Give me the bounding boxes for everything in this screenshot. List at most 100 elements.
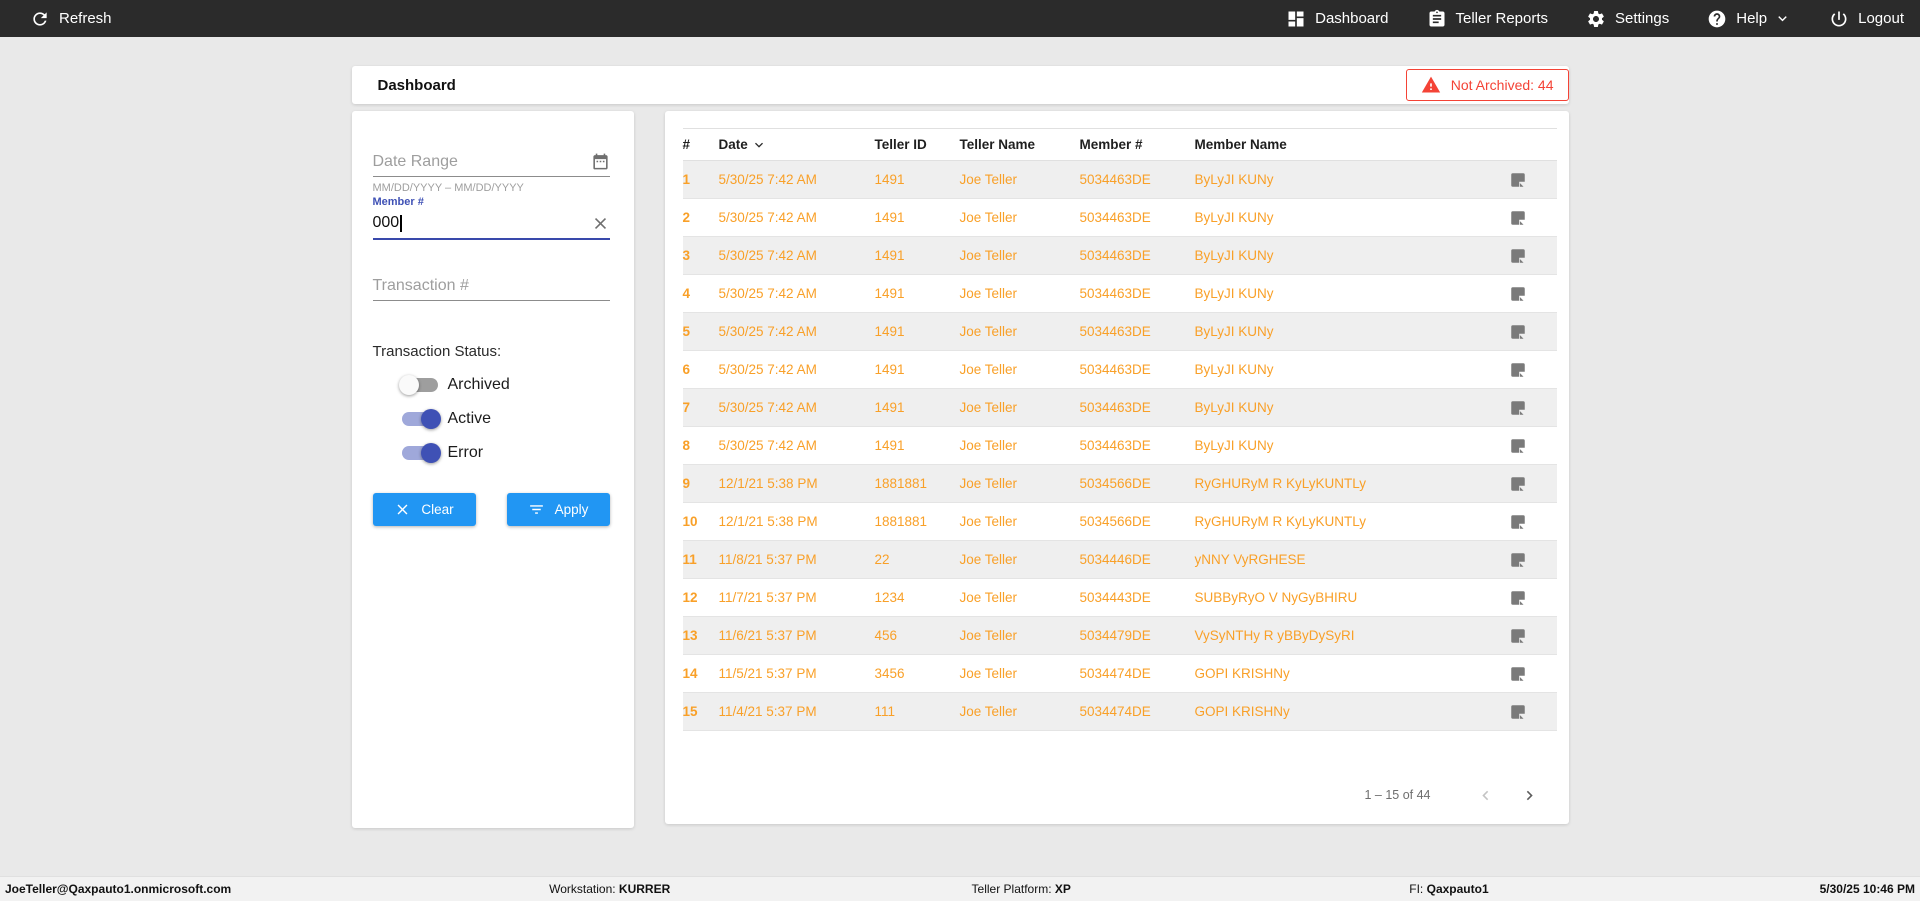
note-icon[interactable] <box>1509 209 1527 227</box>
table-row[interactable]: 14 11/5/21 5:37 PM 3456 Joe Teller 50344… <box>682 655 1557 693</box>
row-member-name: ByLyJI KUNy <box>1194 438 1274 453</box>
table-row[interactable]: 2 5/30/25 7:42 AM 1491 Joe Teller 503446… <box>682 199 1557 237</box>
table-row[interactable]: 13 11/6/21 5:37 PM 456 Joe Teller 503447… <box>682 617 1557 655</box>
note-icon[interactable] <box>1509 437 1527 455</box>
row-index: 14 <box>682 666 698 681</box>
row-teller-name: Joe Teller <box>959 666 1018 681</box>
status-toggle[interactable]: Archived <box>373 368 610 402</box>
row-teller-id: 1881881 <box>874 514 928 529</box>
note-icon[interactable] <box>1509 665 1527 683</box>
table-row[interactable]: 3 5/30/25 7:42 AM 1491 Joe Teller 503446… <box>682 237 1557 275</box>
toggle-switch[interactable] <box>401 409 441 429</box>
nav-dashboard[interactable]: Dashboard <box>1286 9 1389 29</box>
note-icon[interactable] <box>1509 703 1527 721</box>
row-index: 10 <box>682 514 698 529</box>
not-archived-badge[interactable]: Not Archived: 44 <box>1405 69 1569 101</box>
row-teller-id: 1881881 <box>874 476 928 491</box>
note-icon[interactable] <box>1509 323 1527 341</box>
row-member-number: 5034463DE <box>1079 210 1151 225</box>
row-member-name: yNNY VyRGHESE <box>1194 552 1306 567</box>
column-member-number: Member # <box>1079 137 1143 152</box>
row-teller-id: 3456 <box>874 666 905 681</box>
member-number-value: 000 <box>372 214 400 231</box>
row-date: 5/30/25 7:42 AM <box>718 324 817 339</box>
clear-button[interactable]: Clear <box>372 493 476 526</box>
nav-dashboard-label: Dashboard <box>1315 10 1389 27</box>
column-teller-id: Teller ID <box>874 137 927 152</box>
table-row[interactable]: 15 11/4/21 5:37 PM 111 Joe Teller 503447… <box>682 693 1557 731</box>
row-index: 5 <box>682 324 691 339</box>
row-index: 13 <box>682 628 698 643</box>
table-row[interactable]: 8 5/30/25 7:42 AM 1491 Joe Teller 503446… <box>682 427 1557 465</box>
nav-teller-reports[interactable]: Teller Reports <box>1427 9 1548 29</box>
note-icon[interactable] <box>1509 399 1527 417</box>
row-date: 11/6/21 5:37 PM <box>718 628 817 643</box>
row-member-name: ByLyJI KUNy <box>1194 172 1274 187</box>
toggle-switch[interactable] <box>401 443 441 463</box>
teller-platform-info: Teller Platform: XP <box>972 882 1071 896</box>
row-teller-name: Joe Teller <box>959 514 1018 529</box>
date-range-field[interactable]: Date Range <box>372 147 610 177</box>
note-icon[interactable] <box>1509 627 1527 645</box>
table-row[interactable]: 4 5/30/25 7:42 AM 1491 Joe Teller 503446… <box>682 275 1557 313</box>
row-date: 11/7/21 5:37 PM <box>718 590 817 605</box>
row-member-number: 5034463DE <box>1079 362 1151 377</box>
transaction-number-placeholder: Transaction # <box>372 276 469 294</box>
status-toggle[interactable]: Error <box>373 436 610 470</box>
table-row[interactable]: 1 5/30/25 7:42 AM 1491 Joe Teller 503446… <box>682 161 1557 199</box>
status-toggles: Archived Active Error <box>373 368 610 470</box>
row-teller-name: Joe Teller <box>959 362 1018 377</box>
nav-settings[interactable]: Settings <box>1586 9 1669 29</box>
help-icon <box>1708 10 1726 27</box>
toggle-label: Error <box>447 444 484 461</box>
note-icon[interactable] <box>1509 361 1527 379</box>
refresh-icon <box>33 11 47 26</box>
nav-help[interactable]: Help <box>1707 9 1791 29</box>
transaction-number-field[interactable]: Transaction # <box>372 271 610 301</box>
fi-value: Qaxpauto1 <box>1426 882 1489 896</box>
table-row[interactable]: 9 12/1/21 5:38 PM 1881881 Joe Teller 503… <box>682 465 1557 503</box>
row-teller-id: 1491 <box>874 324 905 339</box>
nav-logout[interactable]: Logout <box>1829 9 1904 29</box>
top-nav-links: Dashboard Teller Reports Settings Help L… <box>1286 9 1904 29</box>
refresh-button[interactable]: Refresh <box>30 9 112 29</box>
previous-page-button[interactable] <box>1473 782 1499 808</box>
table-row[interactable]: 11 11/8/21 5:37 PM 22 Joe Teller 5034446… <box>682 541 1557 579</box>
row-date: 5/30/25 7:42 AM <box>718 400 817 415</box>
table-row[interactable]: 12 11/7/21 5:37 PM 1234 Joe Teller 50344… <box>682 579 1557 617</box>
note-icon[interactable] <box>1509 247 1527 265</box>
row-teller-id: 1491 <box>874 172 905 187</box>
page-header: Dashboard Not Archived: 44 <box>351 66 1569 104</box>
row-teller-id: 1234 <box>874 590 905 605</box>
nav-logout-label: Logout <box>1858 10 1904 27</box>
apply-button[interactable]: Apply <box>506 493 610 526</box>
column-date[interactable]: Date <box>719 137 875 153</box>
toggle-label: Archived <box>447 376 510 393</box>
row-member-number: 5034463DE <box>1079 172 1151 187</box>
clear-field-icon[interactable] <box>591 214 610 233</box>
table-row[interactable]: 5 5/30/25 7:42 AM 1491 Joe Teller 503446… <box>682 313 1557 351</box>
note-icon[interactable] <box>1509 475 1527 493</box>
chevron-right-icon <box>1526 790 1533 800</box>
row-teller-id: 456 <box>874 628 898 643</box>
status-toggle[interactable]: Active <box>373 402 610 436</box>
note-icon[interactable] <box>1509 589 1527 607</box>
table-row[interactable]: 7 5/30/25 7:42 AM 1491 Joe Teller 503446… <box>682 389 1557 427</box>
row-member-name: SUBByRyO V NyGyBHIRU <box>1194 590 1358 605</box>
row-teller-name: Joe Teller <box>959 628 1018 643</box>
row-member-name: GOPI KRISHNy <box>1194 704 1290 719</box>
calendar-icon[interactable] <box>591 152 610 171</box>
table-row[interactable]: 6 5/30/25 7:42 AM 1491 Joe Teller 503446… <box>682 351 1557 389</box>
note-icon[interactable] <box>1509 171 1527 189</box>
apply-button-label: Apply <box>554 502 589 517</box>
next-page-button[interactable] <box>1517 782 1543 808</box>
note-icon[interactable] <box>1509 513 1527 531</box>
member-number-input[interactable]: 000 <box>372 208 610 240</box>
row-teller-id: 1491 <box>874 400 905 415</box>
note-icon[interactable] <box>1509 285 1527 303</box>
note-icon[interactable] <box>1509 551 1527 569</box>
table-row[interactable]: 10 12/1/21 5:38 PM 1881881 Joe Teller 50… <box>682 503 1557 541</box>
toggle-switch[interactable] <box>398 375 438 395</box>
row-index: 7 <box>682 400 691 415</box>
row-member-number: 5034566DE <box>1079 476 1151 491</box>
